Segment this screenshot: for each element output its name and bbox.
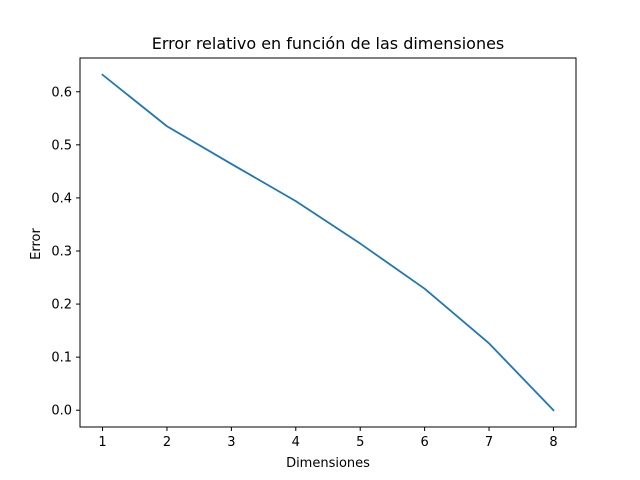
y-tick-label: 0.6 <box>51 85 72 100</box>
x-axis-label: Dimensiones <box>286 456 370 471</box>
y-tick-label: 0.3 <box>51 244 72 259</box>
y-tick-label: 0.4 <box>51 191 72 206</box>
y-tick-label: 0.0 <box>51 404 72 419</box>
series-layer <box>101 73 555 412</box>
x-tick-label: 1 <box>98 435 106 450</box>
y-axis-label: Error <box>29 228 44 260</box>
x-tick-label: 8 <box>549 435 557 450</box>
x-tick-label: 2 <box>163 435 171 450</box>
x-tick-label: 3 <box>227 435 235 450</box>
x-tick-label: 4 <box>292 435 300 450</box>
y-axis-ticks: 0.0 0.1 0.2 0.3 0.4 0.5 0.6 <box>51 85 80 419</box>
y-tick-label: 0.1 <box>51 351 72 366</box>
plot-frame <box>79 57 577 428</box>
chart-title: Error relativo en función de las dimensi… <box>152 34 505 53</box>
y-tick-label: 0.5 <box>51 138 72 153</box>
x-tick-label: 6 <box>420 435 428 450</box>
y-tick-label: 0.2 <box>51 298 72 313</box>
x-tick-label: 7 <box>485 435 493 450</box>
series-line <box>101 73 555 412</box>
x-axis-ticks: 1 2 3 4 5 6 7 8 <box>98 427 558 450</box>
x-tick-label: 5 <box>356 435 364 450</box>
